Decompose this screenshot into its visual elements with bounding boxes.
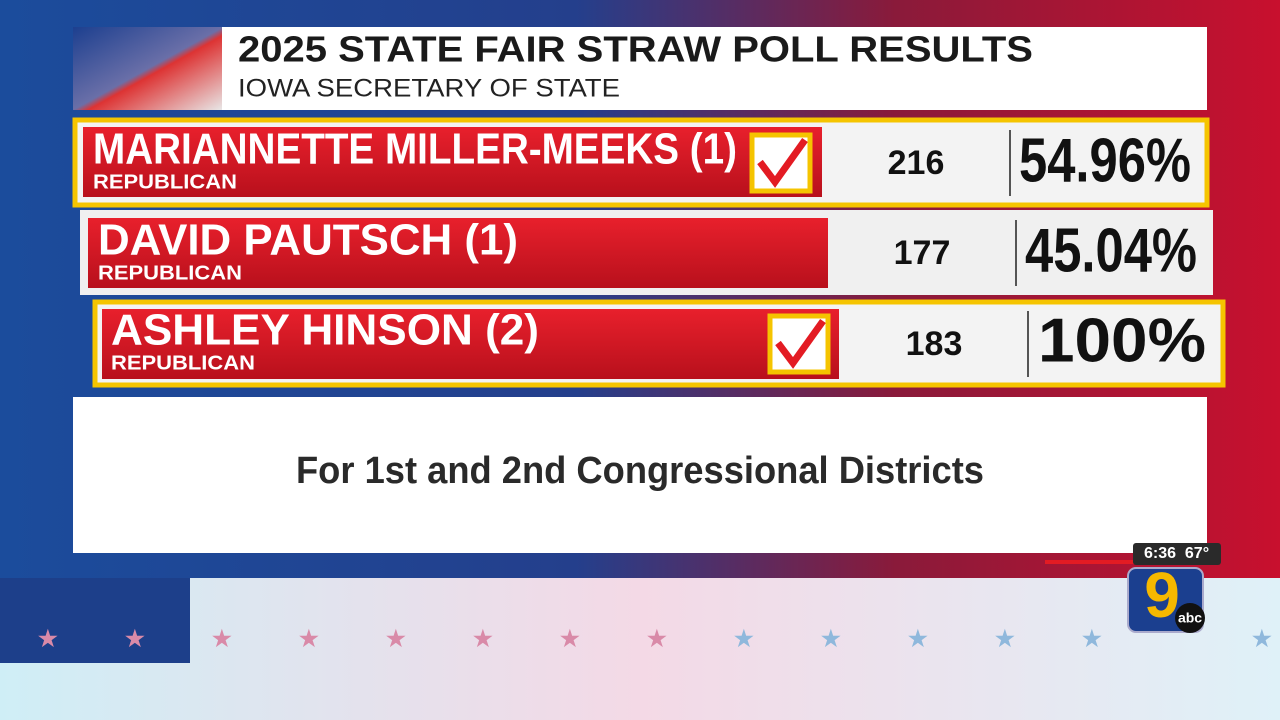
vote-count: 177 [894, 234, 951, 272]
vote-percent: 54.96% [1019, 126, 1191, 195]
winner-check [775, 318, 826, 369]
candidate-party: REPUBLICAN [98, 262, 242, 284]
star: ★ [647, 626, 667, 651]
candidate-name: ASHLEY HINSON (2) [111, 306, 539, 355]
subtitle: IOWA SECRETARY OF STATE [238, 75, 620, 103]
star: ★ [38, 626, 58, 651]
candidate-bar [83, 127, 822, 197]
note-box [73, 397, 1207, 553]
note: For 1st and 2nd Congressional Districts [296, 450, 984, 492]
candidate-name: DAVID PAUTSCH (1) [98, 216, 518, 265]
star: ★ [734, 626, 754, 651]
star: ★ [821, 626, 841, 651]
header-box [222, 27, 1207, 110]
star: ★ [386, 626, 406, 651]
star: ★ [908, 626, 928, 651]
star: ★ [473, 626, 493, 651]
vote-percent: 100% [1038, 306, 1206, 375]
vote-percent: 45.04% [1025, 216, 1197, 285]
candidate-party: REPUBLICAN [111, 352, 255, 374]
temperature: 67° [1185, 545, 1209, 562]
candidate-name: MARIANNETTE MILLER-MEEKS (1) [93, 125, 737, 174]
clock: 6:36 [1144, 545, 1176, 562]
stars: ★ ★ ★ ★ ★ ★ ★ ★ ★ ★ ★ ★ ★ ★ [38, 626, 1272, 651]
flag-image [73, 27, 223, 110]
star: ★ [125, 626, 145, 651]
vote-count: 216 [888, 144, 945, 182]
logo-network: abc [1178, 610, 1202, 626]
lower-band-left [0, 578, 190, 663]
candidate-party: REPUBLICAN [93, 171, 237, 193]
star: ★ [212, 626, 232, 651]
title: 2025 STATE FAIR STRAW POLL RESULTS [238, 29, 1033, 70]
vote-count: 183 [906, 325, 963, 363]
winner-check [757, 137, 808, 188]
star: ★ [1082, 626, 1102, 651]
candidate-bar [88, 218, 828, 288]
star: ★ [299, 626, 319, 651]
star: ★ [560, 626, 580, 651]
lower-band [0, 578, 1280, 720]
status-box [1133, 543, 1221, 565]
logo-number: 9 [1144, 559, 1180, 631]
star: ★ [995, 626, 1015, 651]
status-line [1045, 560, 1135, 564]
star: ★ [1252, 626, 1272, 651]
candidate-bar [102, 309, 839, 379]
logo-network-circle [1175, 603, 1205, 633]
